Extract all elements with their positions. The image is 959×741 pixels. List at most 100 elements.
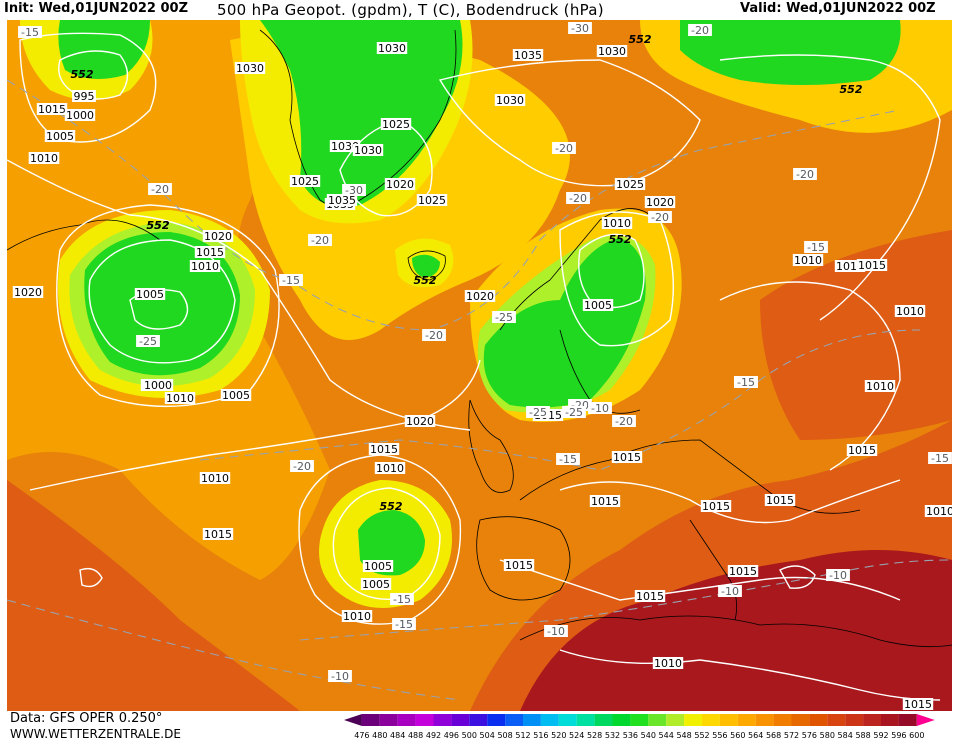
temperature-label-bg: [734, 376, 758, 388]
pressure-label: 1015: [766, 494, 794, 507]
legend-swatch: [487, 714, 506, 726]
legend-tick-label: 532: [605, 731, 620, 740]
pressure-label: 1015: [196, 246, 224, 259]
temperature-label-bg: [279, 274, 303, 286]
legend-tick-label: 560: [730, 731, 745, 740]
pressure-label: 1010: [201, 472, 229, 485]
temperature-label: -20: [796, 168, 814, 181]
isobar: [29, 359, 481, 491]
pressure-label-bg: [924, 505, 952, 517]
isobar: [438, 59, 701, 187]
height-label: 552: [840, 83, 863, 96]
mediterranean-darkred-field: [520, 550, 952, 711]
isobar: [19, 32, 157, 143]
temperature-label-bg: [328, 670, 352, 682]
legend-swatch: [755, 714, 774, 726]
temperature-label: -10: [591, 402, 609, 415]
pressure-label: 1000: [66, 109, 94, 122]
pressure-label-bg: [601, 217, 633, 229]
scandinavia-green-field: [483, 238, 646, 408]
legend-swatch: [540, 714, 559, 726]
temperature-label-bg: [544, 625, 568, 637]
pressure-label: 1010: [603, 217, 631, 230]
pressure-label: 1010: [926, 505, 952, 518]
pressure-label-bg: [360, 578, 392, 590]
pressure-label: 1005: [46, 130, 74, 143]
temperature-label-bg: [566, 192, 590, 204]
website-label: WWW.WETTERZENTRALE.DE: [10, 727, 181, 741]
valid-time-label: Valid: Wed,01JUN2022 00Z: [740, 1, 936, 16]
pressure-label: 995: [74, 90, 95, 103]
pressure-label-bg: [864, 380, 896, 392]
pressure-label-bg: [12, 286, 44, 298]
temperature-label-bg: [588, 402, 612, 414]
temperature-label: -20: [691, 24, 709, 37]
map-title: 500 hPa Geopot. (gpdm), T (C), Bodendruc…: [217, 1, 604, 19]
legend-swatch: [558, 714, 577, 726]
legend-swatch: [791, 714, 810, 726]
temperature-label-bg: [804, 241, 828, 253]
temperature-label: -20: [425, 329, 443, 342]
pressure-label: 1015: [636, 590, 664, 603]
temperature-label-bg: [390, 593, 414, 605]
pressure-label: 1030: [354, 144, 382, 157]
pressure-label: 1025: [616, 178, 644, 191]
temperature-label-bg: [422, 329, 446, 341]
pressure-label-bg: [142, 379, 174, 391]
temperature-isoline: [7, 599, 461, 701]
pressure-label: 1010: [30, 152, 58, 165]
pressure-label-bg: [652, 657, 684, 669]
pressure-label: 1005: [222, 389, 250, 402]
legend-swatch: [648, 714, 667, 726]
pressure-label: 1010: [191, 260, 219, 273]
pressure-label-bg: [202, 528, 234, 540]
temperature-labels: -15 -30-20-20-20-25-30-20-20-20-15-15-25-…: [18, 22, 952, 683]
pressure-label: 1015: [858, 259, 886, 272]
legend-swatch: [737, 714, 756, 726]
legend-tick-label: 596: [891, 731, 906, 740]
isobar: [298, 454, 462, 625]
africa-coast: [519, 615, 952, 648]
pressure-label: 1030: [236, 62, 264, 75]
isobar: [332, 487, 441, 600]
temperature-label-bg: [526, 406, 550, 418]
legend-tick-label: 552: [694, 731, 709, 740]
color-legend-ticks: 476 480 484 488 492 496 500 504 508 512 516 520 524 5…: [354, 731, 924, 740]
uk-coast: [468, 399, 514, 493]
pressure-label: 1005: [364, 560, 392, 573]
greenland-green-field: [260, 20, 463, 208]
legend-tick-label: 544: [659, 731, 674, 740]
legend-swatch: [684, 714, 702, 726]
legend-swatch: [397, 714, 416, 726]
pressure-label-bg: [856, 259, 888, 271]
temperature-label-bg: [136, 335, 160, 347]
isobar: [559, 649, 941, 701]
pressure-label-bg: [28, 152, 60, 164]
pressure-label-bg: [341, 610, 373, 622]
pressure-label: 1020: [386, 178, 414, 191]
pressure-label: 1010: [896, 305, 924, 318]
temperature-label-bg: [308, 234, 332, 246]
temperature-label: -20: [569, 192, 587, 205]
legend-tick-label: 484: [390, 731, 405, 740]
northeast-green-field: [680, 20, 901, 85]
pressure-label: 1035: [514, 49, 542, 62]
init-time-label: Init: Wed,01JUN2022 00Z: [4, 1, 189, 16]
pressure-label: 1010: [866, 380, 894, 393]
legend-swatch: [881, 714, 899, 726]
pressure-label: 1025: [291, 175, 319, 188]
pressure-label-bg: [582, 299, 614, 311]
temperature-label: -10: [829, 569, 847, 582]
map-header: Init: Wed,01JUN2022 00Z 500 hPa Geopot. …: [0, 0, 959, 20]
pressure-label-bg: [234, 62, 266, 74]
legend-swatch: [361, 714, 380, 726]
legend-tick-label: 520: [551, 731, 566, 740]
legend-swatch: [719, 714, 738, 726]
pressure-label: 1030: [331, 140, 359, 153]
temperature-label-bg: [718, 585, 742, 597]
pressure-label-bg: [44, 130, 76, 142]
pressure-label: 1015: [505, 559, 533, 572]
temperature-label-bg: [612, 415, 636, 427]
pressure-label: 1025: [418, 194, 446, 207]
